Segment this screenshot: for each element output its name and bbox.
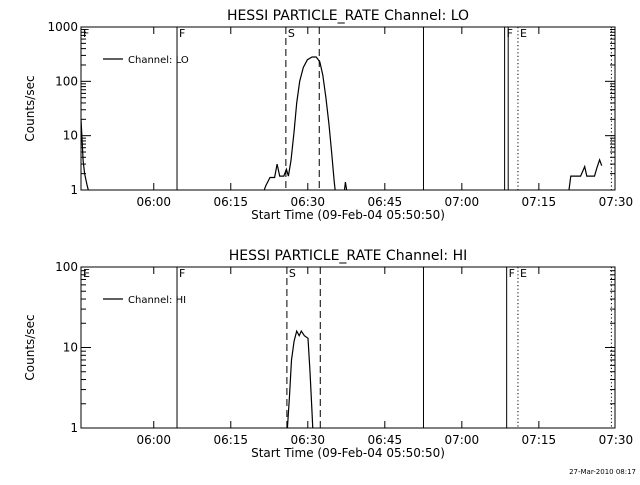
y-tick-label: 10 — [63, 341, 78, 355]
corner-marker-label: F — [83, 27, 89, 40]
y-tick-label: 100 — [55, 74, 78, 88]
x-tick-label: 06:45 — [368, 433, 403, 447]
x-tick-label: 07:15 — [522, 433, 557, 447]
x-tick-label: 07:00 — [445, 195, 480, 209]
chart-title: HESSI PARTICLE_RATE Channel: LO — [227, 8, 469, 24]
panel-hi: HESSI PARTICLE_RATE Channel: HI 06:00 06:1… — [23, 248, 633, 460]
x-tick-label: 06:00 — [136, 195, 171, 209]
event-marker-label: F — [179, 267, 185, 280]
event-marker-label: E — [520, 27, 527, 40]
x-axis-label: Start Time (09-Feb-04 05:50:50) — [251, 446, 445, 460]
x-tick-label: 07:00 — [445, 433, 480, 447]
series-line — [81, 56, 603, 190]
event-marker-label: S — [289, 267, 296, 280]
event-marker-label: F — [179, 27, 185, 40]
panel-lo: HESSI PARTICLE_RATE Channel: LO 06:00 06:1… — [23, 8, 633, 222]
x-tick-label: 06:45 — [368, 195, 403, 209]
x-tick-label: 06:00 — [136, 433, 171, 447]
x-tick-label: 06:15 — [213, 195, 248, 209]
plot-frame — [80, 266, 616, 429]
event-marker-label: S — [288, 27, 295, 40]
event-marker-label: F — [509, 267, 515, 280]
series-line — [286, 329, 314, 428]
y-tick-label: 10 — [63, 129, 78, 143]
y-tick-label: 1000 — [47, 20, 78, 34]
x-tick-label: 07:30 — [599, 195, 634, 209]
event-marker-label: E — [520, 267, 527, 280]
y-axis-label: Counts/sec — [23, 75, 37, 141]
corner-marker-label: E — [83, 267, 90, 280]
x-tick-label: 06:30 — [290, 433, 325, 447]
y-tick-label: 1 — [70, 183, 78, 197]
legend-label: Channel: LO — [128, 55, 189, 66]
x-tick-label: 06:15 — [213, 433, 248, 447]
y-axis-label: Counts/sec — [23, 314, 37, 380]
timestamp-footer: 27-Mar-2010 08:17 — [569, 468, 636, 476]
plot-frame — [80, 26, 616, 191]
y-tick-label: 100 — [55, 260, 78, 274]
legend-label: Channel: HI — [128, 295, 186, 306]
x-tick-label: 06:30 — [290, 195, 325, 209]
x-tick-label: 07:30 — [599, 433, 634, 447]
event-marker-label: F — [507, 27, 513, 40]
y-tick-label: 1 — [70, 421, 78, 435]
x-axis-label: Start Time (09-Feb-04 05:50:50) — [251, 208, 445, 222]
x-tick-label: 07:15 — [522, 195, 557, 209]
chart-title: HESSI PARTICLE_RATE Channel: HI — [229, 248, 467, 264]
